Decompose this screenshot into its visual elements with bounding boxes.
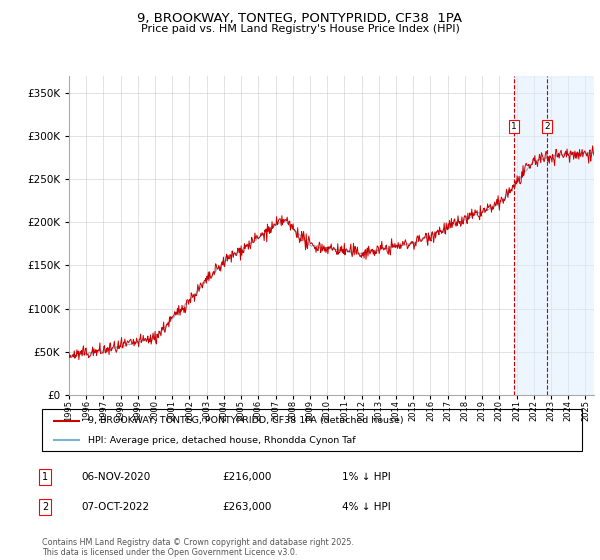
- Text: 1% ↓ HPI: 1% ↓ HPI: [342, 472, 391, 482]
- Text: Price paid vs. HM Land Registry's House Price Index (HPI): Price paid vs. HM Land Registry's House …: [140, 24, 460, 34]
- Text: 2: 2: [42, 502, 48, 512]
- Text: £263,000: £263,000: [222, 502, 271, 512]
- Text: 9, BROOKWAY, TONTEG, PONTYPRIDD, CF38 1PA (detached house): 9, BROOKWAY, TONTEG, PONTYPRIDD, CF38 1P…: [88, 416, 404, 425]
- Text: 06-NOV-2020: 06-NOV-2020: [81, 472, 150, 482]
- Text: 1: 1: [511, 122, 517, 131]
- Bar: [514, 76, 600, 395]
- Text: HPI: Average price, detached house, Rhondda Cynon Taf: HPI: Average price, detached house, Rhon…: [88, 436, 356, 445]
- Text: 2: 2: [544, 122, 550, 131]
- Text: 9, BROOKWAY, TONTEG, PONTYPRIDD, CF38  1PA: 9, BROOKWAY, TONTEG, PONTYPRIDD, CF38 1P…: [137, 12, 463, 25]
- Text: 07-OCT-2022: 07-OCT-2022: [81, 502, 149, 512]
- Text: Contains HM Land Registry data © Crown copyright and database right 2025.
This d: Contains HM Land Registry data © Crown c…: [42, 538, 354, 557]
- Text: £216,000: £216,000: [222, 472, 271, 482]
- Text: 4% ↓ HPI: 4% ↓ HPI: [342, 502, 391, 512]
- Text: 1: 1: [42, 472, 48, 482]
